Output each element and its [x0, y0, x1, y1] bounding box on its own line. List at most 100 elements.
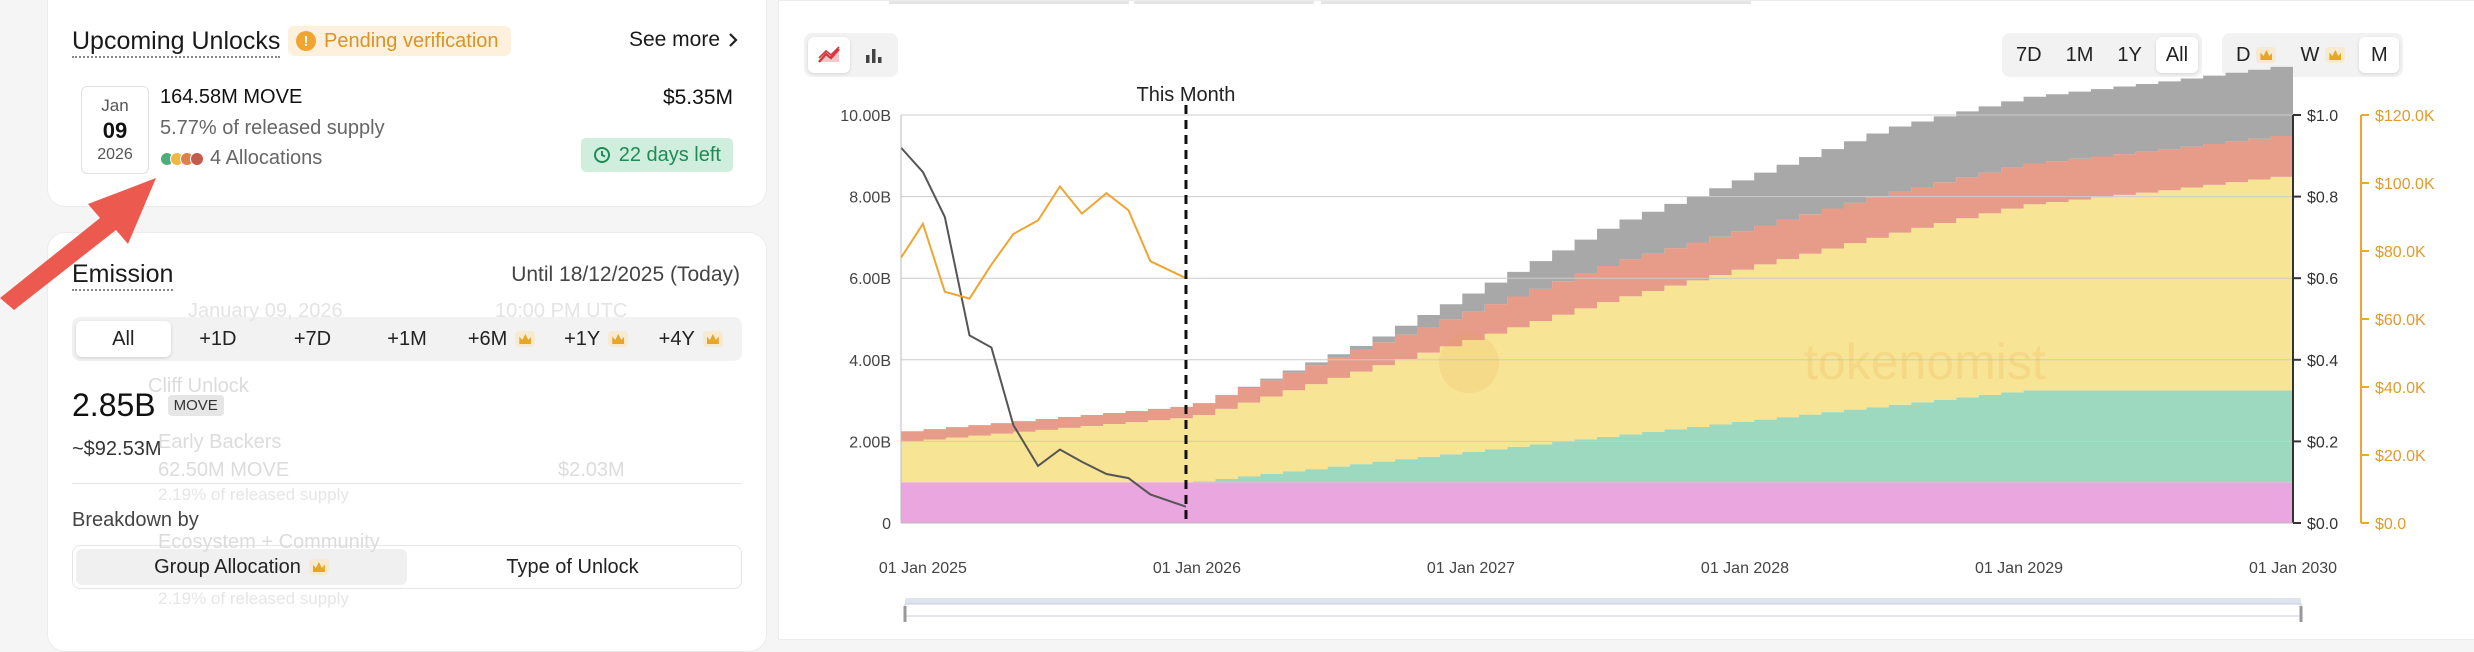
emission-amount-value: 2.85B	[72, 387, 156, 423]
watermark-text: tokenomist	[1804, 334, 2046, 390]
area-series-1	[901, 390, 2293, 483]
area-chart-button[interactable]	[808, 37, 850, 73]
range-slider-window	[904, 603, 2302, 617]
chart-interval-label: D	[2236, 43, 2251, 66]
top-strip	[1134, 1, 1314, 4]
crown-icon	[308, 559, 329, 575]
y-right-tick: $20.0K	[2375, 448, 2426, 465]
chart-interval-m[interactable]: M	[2359, 37, 2400, 73]
y-right-tick: $120.0K	[2375, 108, 2435, 125]
unlock-month: Jan	[101, 96, 129, 115]
range-option-label: +1M	[387, 327, 427, 350]
days-left-label: 22 days left	[618, 143, 721, 166]
top-strip	[889, 1, 1129, 4]
crown-icon	[515, 331, 536, 347]
y-mid-tick: $0.8	[2307, 190, 2338, 207]
y-mid-tick: $0.2	[2307, 434, 2338, 451]
area-chart-icon	[818, 46, 840, 63]
ghost-group1-supply: 2.19% of released supply	[158, 485, 349, 504]
y-left-tick: 8.00B	[849, 190, 891, 207]
chart-interval-label: W	[2300, 43, 2320, 66]
x-tick: 01 Jan 2029	[1975, 560, 2063, 577]
chart-interval-d[interactable]: D	[2226, 37, 2286, 73]
see-more-label: See more	[628, 28, 720, 51]
upcoming-unlocks-card: Upcoming Unlocks ! Pending verification …	[47, 0, 767, 207]
breakdown-selector: Group Allocation Type of Unlock	[72, 545, 742, 589]
clock-icon	[593, 147, 610, 163]
area-series-4	[901, 66, 2293, 432]
tab-type-of-unlock-label: Type of Unlock	[506, 555, 639, 578]
tab-type-of-unlock[interactable]: Type of Unlock	[407, 549, 738, 585]
pending-verification-badge: ! Pending verification	[288, 26, 511, 56]
range-option-plus-6m[interactable]: +6M	[454, 321, 549, 357]
divider	[72, 483, 742, 484]
y-right-tick: $40.0K	[2375, 380, 2426, 397]
y-left-tick: 10.00B	[840, 108, 891, 125]
y-left-tick: 0	[882, 516, 891, 533]
crown-icon	[2256, 47, 2277, 63]
unlock-year: 2026	[97, 146, 133, 163]
ghost-group1: Early Backers	[158, 431, 282, 453]
watermark-logo-icon	[1439, 333, 1499, 393]
tab-group-allocation-label: Group Allocation	[154, 555, 301, 578]
unlock-usd-value: $5.35M	[662, 86, 733, 109]
emission-range-selector: All +1D +7D +1M +6M +1Y +4Y	[72, 317, 742, 361]
ghost-group1-usd: $2.03M	[558, 459, 625, 481]
y-right-tick: $60.0K	[2375, 312, 2426, 329]
breakdown-label: Breakdown by	[72, 509, 199, 531]
chart-range-all[interactable]: All	[2155, 37, 2199, 73]
x-tick: 01 Jan 2025	[879, 560, 967, 577]
warning-icon: !	[296, 31, 316, 51]
ghost-group1-amount: 62.50M MOVE	[158, 459, 290, 481]
range-option-plus-7d[interactable]: +7D	[265, 321, 360, 357]
y-left-tick: 6.00B	[849, 271, 891, 288]
unlock-supply-percent: 5.77% of released supply	[160, 117, 385, 139]
emission-title: Emission	[72, 259, 174, 291]
see-more-link[interactable]: See more	[629, 28, 738, 52]
area-series-0	[901, 482, 2293, 523]
chart-interval-w[interactable]: W	[2290, 37, 2355, 73]
x-tick: 01 Jan 2028	[1701, 560, 1789, 577]
unlock-allocations[interactable]: 4 Allocations	[160, 147, 322, 170]
y-right-tick: $0.0	[2375, 516, 2406, 533]
range-option-plus-1d[interactable]: +1D	[171, 321, 266, 357]
y-right-tick: $100.0K	[2375, 176, 2435, 193]
range-option-label: +7D	[293, 327, 332, 350]
token-tag: MOVE	[167, 395, 224, 416]
pending-verification-label: Pending verification	[324, 29, 499, 52]
allocation-dots	[160, 151, 204, 166]
emission-chart: tokenomist This Month 0 2.00B 4.00B 6.00B 8.00…	[840, 66, 2435, 622]
days-left-badge: 22 days left	[580, 138, 733, 172]
x-tick: 01 Jan 2030	[2249, 560, 2337, 577]
area-series-2	[901, 176, 2293, 483]
crown-icon	[702, 331, 723, 347]
chart-range-1y[interactable]: 1Y	[2117, 43, 2142, 66]
chart-panel: 7D 1M 1Y All D W M tokenomist This Month 0 2.00B…	[778, 0, 2474, 640]
bar-chart-button[interactable]	[854, 37, 894, 73]
callout-arrow	[0, 178, 156, 310]
crown-icon	[2325, 47, 2346, 63]
chart-range-7d[interactable]: 7D	[2016, 43, 2042, 66]
x-tick: 01 Jan 2026	[1153, 560, 1241, 577]
y-left-tick: 2.00B	[849, 434, 891, 451]
allocation-dot	[190, 151, 204, 166]
y-right-tick: $80.0K	[2375, 244, 2426, 261]
chart-type-toggle	[804, 33, 898, 77]
y-left-tick: 4.00B	[849, 353, 891, 370]
range-option-plus-1m[interactable]: +1M	[360, 321, 455, 357]
x-tick: 01 Jan 2027	[1427, 560, 1515, 577]
chart-interval-label: M	[2371, 43, 2388, 66]
volume-line	[900, 184, 1187, 300]
range-option-label: +1Y	[564, 327, 601, 350]
range-toolbar: 7D 1M 1Y All	[2002, 33, 2203, 77]
range-option-all[interactable]: All	[76, 321, 171, 357]
y-mid-tick: $0.4	[2307, 353, 2338, 370]
range-option-plus-1y[interactable]: +1Y	[549, 321, 644, 357]
tab-group-allocation[interactable]: Group Allocation	[76, 549, 407, 585]
price-line	[900, 146, 1187, 508]
range-option-plus-4y[interactable]: +4Y	[643, 321, 738, 357]
ghost-group2-supply: 2.19% of released supply	[158, 589, 349, 608]
range-option-label: +6M	[467, 327, 508, 350]
chart-range-1m[interactable]: 1M	[2065, 43, 2094, 66]
